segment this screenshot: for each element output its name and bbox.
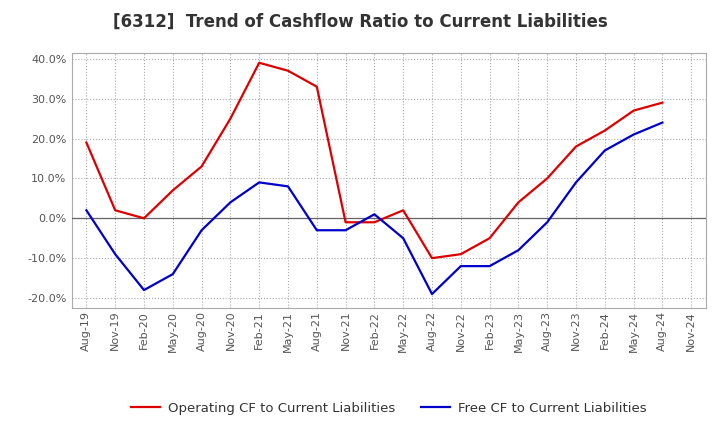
- Operating CF to Current Liabilities: [168, 188, 177, 193]
- Operating CF to Current Liabilities: [485, 235, 494, 241]
- Free CF to Current Liabilities: [140, 287, 148, 293]
- Operating CF to Current Liabilities: [370, 220, 379, 225]
- Operating CF to Current Liabilities: [312, 84, 321, 89]
- Free CF to Current Liabilities: [514, 248, 523, 253]
- Operating CF to Current Liabilities: [658, 100, 667, 105]
- Free CF to Current Liabilities: [255, 180, 264, 185]
- Free CF to Current Liabilities: [600, 148, 609, 153]
- Operating CF to Current Liabilities: [399, 208, 408, 213]
- Operating CF to Current Liabilities: [456, 252, 465, 257]
- Operating CF to Current Liabilities: [140, 216, 148, 221]
- Operating CF to Current Liabilities: [284, 68, 292, 73]
- Operating CF to Current Liabilities: [341, 220, 350, 225]
- Free CF to Current Liabilities: [572, 180, 580, 185]
- Free CF to Current Liabilities: [284, 184, 292, 189]
- Operating CF to Current Liabilities: [197, 164, 206, 169]
- Free CF to Current Liabilities: [658, 120, 667, 125]
- Operating CF to Current Liabilities: [255, 60, 264, 66]
- Operating CF to Current Liabilities: [514, 200, 523, 205]
- Free CF to Current Liabilities: [197, 227, 206, 233]
- Free CF to Current Liabilities: [312, 227, 321, 233]
- Operating CF to Current Liabilities: [572, 144, 580, 149]
- Free CF to Current Liabilities: [370, 212, 379, 217]
- Operating CF to Current Liabilities: [111, 208, 120, 213]
- Operating CF to Current Liabilities: [428, 256, 436, 261]
- Legend: Operating CF to Current Liabilities, Free CF to Current Liabilities: Operating CF to Current Liabilities, Fre…: [125, 396, 652, 420]
- Operating CF to Current Liabilities: [543, 176, 552, 181]
- Free CF to Current Liabilities: [543, 220, 552, 225]
- Free CF to Current Liabilities: [226, 200, 235, 205]
- Free CF to Current Liabilities: [341, 227, 350, 233]
- Line: Free CF to Current Liabilities: Free CF to Current Liabilities: [86, 123, 662, 294]
- Free CF to Current Liabilities: [485, 264, 494, 269]
- Free CF to Current Liabilities: [168, 271, 177, 277]
- Free CF to Current Liabilities: [399, 235, 408, 241]
- Operating CF to Current Liabilities: [600, 128, 609, 133]
- Text: [6312]  Trend of Cashflow Ratio to Current Liabilities: [6312] Trend of Cashflow Ratio to Curren…: [112, 13, 608, 31]
- Operating CF to Current Liabilities: [82, 140, 91, 145]
- Operating CF to Current Liabilities: [226, 116, 235, 121]
- Line: Operating CF to Current Liabilities: Operating CF to Current Liabilities: [86, 63, 662, 258]
- Operating CF to Current Liabilities: [629, 108, 638, 113]
- Free CF to Current Liabilities: [629, 132, 638, 137]
- Free CF to Current Liabilities: [111, 252, 120, 257]
- Free CF to Current Liabilities: [428, 291, 436, 297]
- Free CF to Current Liabilities: [82, 208, 91, 213]
- Free CF to Current Liabilities: [456, 264, 465, 269]
